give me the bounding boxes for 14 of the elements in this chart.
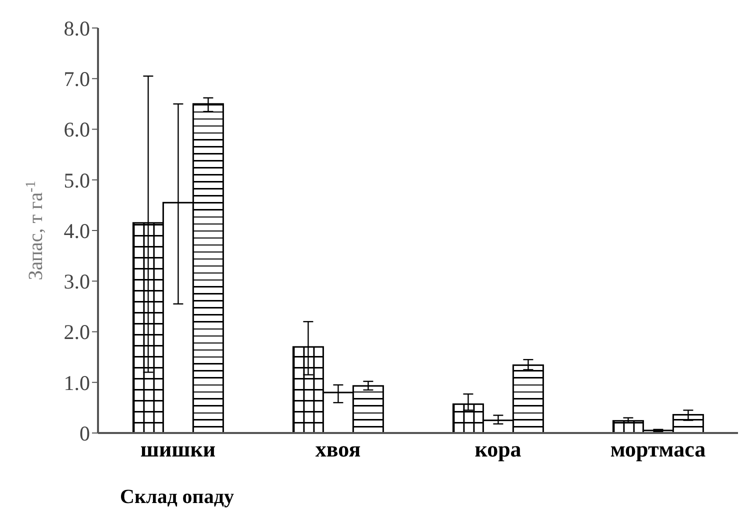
x-tick-label: хвоя bbox=[315, 436, 361, 462]
y-tick-label: 0 bbox=[80, 421, 90, 446]
y-tick-label: 2.0 bbox=[64, 320, 90, 344]
x-tick-label: мортмаса bbox=[610, 436, 706, 462]
y-tick-label: 3.0 bbox=[64, 270, 90, 294]
y-tick-label: 4.0 bbox=[64, 218, 90, 243]
y-tick-label: 1.0 bbox=[64, 370, 90, 395]
x-axis-title: Склад опаду bbox=[120, 486, 235, 509]
x-tick-label: шишки bbox=[140, 436, 216, 462]
y-tick-label: 8.0 bbox=[64, 16, 90, 40]
x-tick-label: кора bbox=[474, 436, 522, 462]
y-tick-label: 6.0 bbox=[64, 118, 90, 142]
y-tick-label: 7.0 bbox=[64, 67, 90, 92]
y-tick-label: 5.0 bbox=[64, 168, 90, 192]
